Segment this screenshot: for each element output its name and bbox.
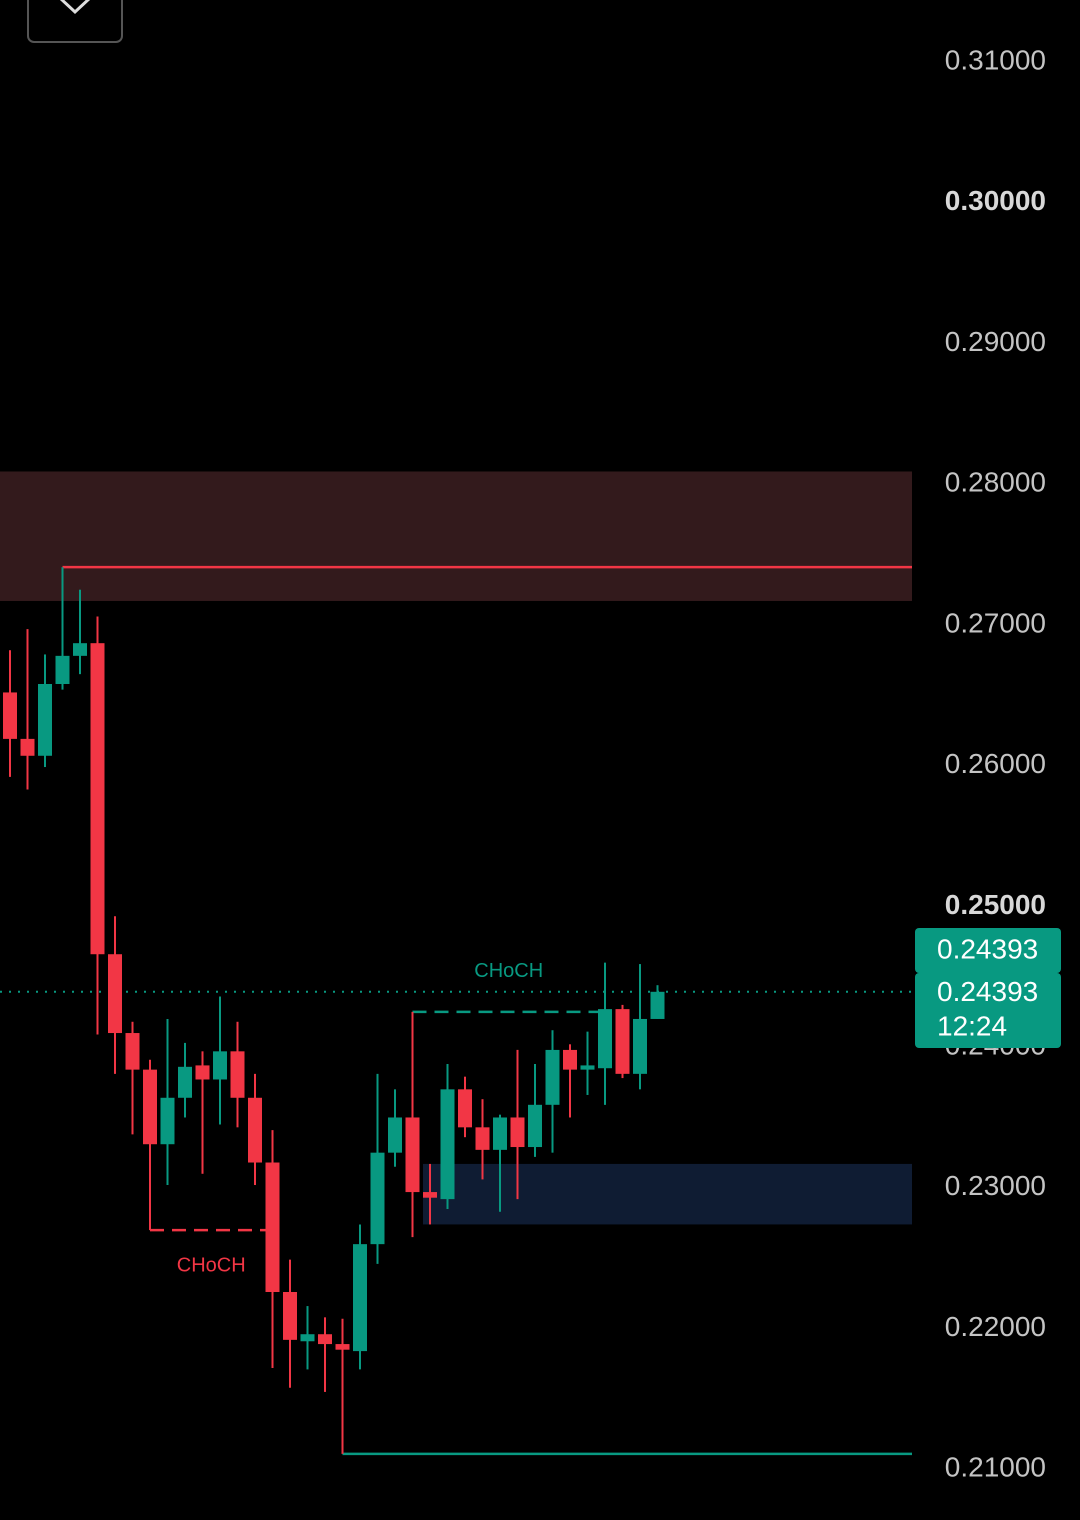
candle-body: [353, 1244, 367, 1352]
y-tick-label: 0.28000: [945, 467, 1046, 498]
candle-body: [633, 1018, 647, 1074]
last-price-box: [915, 973, 1061, 1048]
candle-body: [563, 1049, 577, 1070]
candle-body: [213, 1051, 227, 1080]
candle-body: [283, 1292, 297, 1340]
countdown-label: 12:24: [937, 1010, 1007, 1041]
candle-body: [580, 1065, 595, 1070]
candle-body: [458, 1089, 472, 1128]
candle-body: [38, 684, 52, 756]
candle-body: [20, 738, 35, 756]
candle-body: [178, 1066, 192, 1098]
candle-body: [598, 1009, 612, 1069]
candle-body: [388, 1117, 402, 1153]
close-button-frame[interactable]: [27, 0, 123, 43]
candle-body: [230, 1051, 245, 1098]
candle-body: [493, 1117, 507, 1150]
candle-body: [423, 1192, 437, 1198]
candle-body: [528, 1104, 542, 1148]
price-tag-label: 0.24393: [937, 933, 1038, 964]
candle-body: [300, 1334, 315, 1342]
choch-label: CHoCH: [177, 1254, 246, 1276]
candle-body: [335, 1344, 350, 1350]
choch-label: CHoCH: [474, 960, 543, 982]
y-tick-label: 0.29000: [945, 326, 1046, 357]
candle-body: [405, 1117, 420, 1193]
candle-body: [3, 692, 17, 739]
zone: [423, 1163, 912, 1225]
candle-body: [73, 643, 87, 656]
y-tick-label: 0.27000: [945, 607, 1046, 638]
y-tick-label: 0.23000: [945, 1170, 1046, 1201]
price-tag-box: [915, 928, 1061, 973]
candle-body: [318, 1334, 332, 1345]
candle-body: [615, 1009, 630, 1074]
candle-body: [248, 1097, 262, 1163]
candle-body: [143, 1069, 157, 1145]
candle-body: [475, 1127, 490, 1150]
candle-body: [510, 1117, 525, 1148]
candle-body: [108, 954, 122, 1034]
close-button[interactable]: [27, 0, 123, 43]
y-tick-label: 0.30000: [945, 185, 1046, 216]
y-tick-label: 0.26000: [945, 748, 1046, 779]
candle-body: [370, 1152, 385, 1245]
y-tick-label: 0.31000: [945, 44, 1046, 75]
last-price-label: 0.24393: [937, 976, 1038, 1007]
candle-body: [160, 1097, 175, 1145]
candle-body: [440, 1089, 455, 1200]
close-icon[interactable]: [59, 0, 91, 15]
candle-body: [125, 1033, 140, 1070]
candle-body: [55, 655, 70, 684]
y-tick-label: 0.25000: [945, 889, 1046, 920]
y-tick-label: 0.22000: [945, 1311, 1046, 1342]
candle-body: [545, 1049, 560, 1105]
zone: [0, 471, 912, 601]
y-tick-label: 0.21000: [945, 1452, 1046, 1483]
candle-body: [265, 1162, 280, 1292]
candle-body: [650, 991, 665, 1019]
candle-body: [90, 643, 105, 955]
candle-body: [195, 1065, 210, 1080]
